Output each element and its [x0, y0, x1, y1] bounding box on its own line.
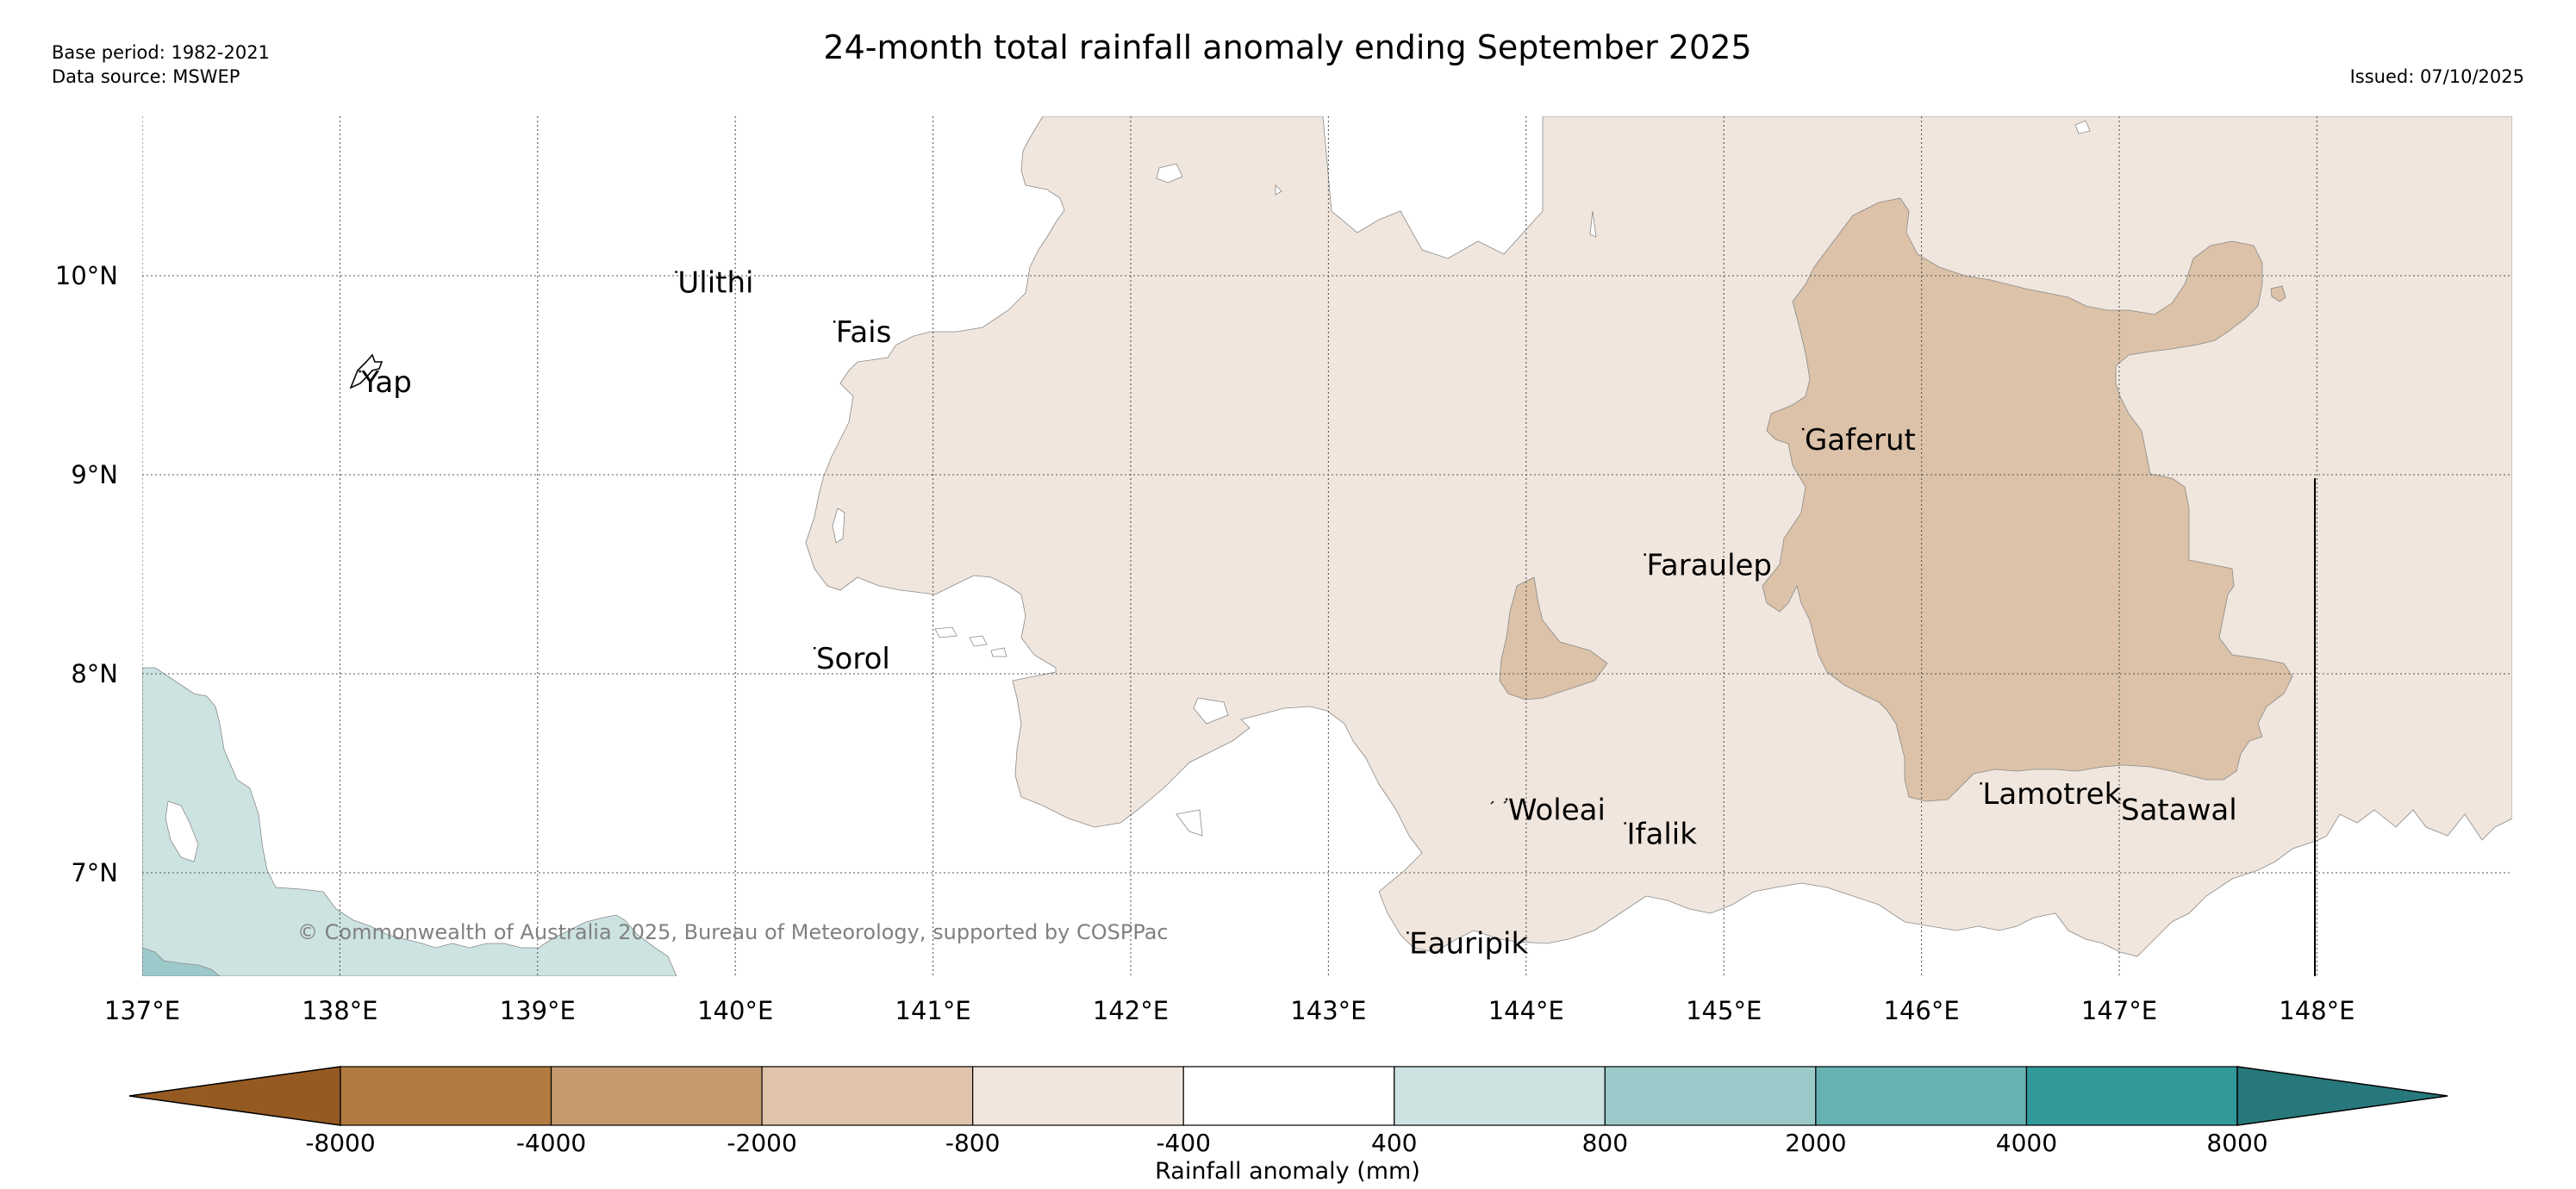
place-label-ifalik: Ifalik: [1627, 817, 1698, 851]
place-label-satawal: Satawal: [2121, 794, 2237, 828]
issued-date: Issued: 07/10/2025: [2350, 66, 2524, 87]
longitude-tick-label: 142°E: [1093, 996, 1169, 1025]
yap-island-outline: [349, 353, 384, 389]
neutral-patch: [1589, 210, 1597, 238]
longitude-tick-label: 141°E: [895, 996, 971, 1025]
anomaly-region-wet-light: [142, 667, 677, 976]
place-label-eauripik: Eauripik: [1409, 926, 1528, 961]
colorbar-tick-label: 400: [1371, 1129, 1417, 1157]
place-label-lamotrek: Lamotrek: [1982, 777, 2121, 812]
place-marker: [1644, 553, 1646, 556]
atoll-mark: [1490, 800, 1507, 805]
anomaly-region-dry-mid: [1762, 197, 2293, 802]
longitude-tick-label: 138°E: [302, 996, 377, 1025]
longitude-tick-label: 145°E: [1686, 996, 1762, 1025]
latitude-tick-label: 7°N: [71, 858, 118, 887]
neutral-patch: [1193, 697, 1229, 725]
latitude-labels: 10°N 9°N 8°N 7°N: [55, 261, 118, 887]
place-label-ulithi: Ulithi: [677, 265, 753, 300]
place-marker: [2118, 798, 2121, 801]
colorbar-tick-label: -800: [945, 1129, 1001, 1157]
place-marker: [1407, 931, 1409, 934]
place-marker: [1624, 822, 1626, 825]
latitude-tick-label: 10°N: [55, 261, 118, 290]
place-marker: [1980, 782, 1982, 785]
colorbar-extend-high: [2236, 1066, 2448, 1126]
map-title: 24-month total rainfall anomaly ending S…: [823, 28, 1751, 66]
longitude-tick-label: 143°E: [1290, 996, 1366, 1025]
colorbar-segment: [761, 1066, 974, 1126]
place-marker: [813, 646, 816, 650]
colorbar: [128, 1066, 2448, 1126]
colorbar-tick-label: 4000: [1996, 1129, 2057, 1157]
latitude-tick-label: 8°N: [71, 659, 118, 688]
longitude-tick-label: 148°E: [2279, 996, 2355, 1025]
neutral-patch: [832, 507, 845, 544]
colorbar-tick-label: -2000: [727, 1129, 796, 1157]
place-label-yap: Yap: [360, 365, 412, 400]
base-period-note: Base period: 1982-2021: [52, 42, 270, 63]
place-marker: [833, 321, 836, 323]
place-marker: [359, 370, 361, 373]
colorbar-tick-labels: -8000 -4000 -2000 -800 -400 400 800 2000 4000 800…: [305, 1129, 2267, 1157]
neutral-patch: [1176, 809, 1203, 837]
colorbar-segment: [1604, 1066, 1817, 1126]
graticule: [142, 116, 2512, 976]
place-label-gaferut: Gaferut: [1805, 423, 1916, 458]
longitude-tick-label: 147°E: [2081, 996, 2157, 1025]
place-labels: Yap Ulithi Fais Sorol Gaferut Faraulep Woleai I…: [359, 265, 2237, 961]
longitude-tick-label: 146°E: [1884, 996, 1960, 1025]
neutral-patch: [1275, 184, 1282, 196]
anomaly-region-wet-mid: [142, 947, 221, 976]
colorbar-segment: [340, 1066, 552, 1126]
colorbar-title: Rainfall anomaly (mm): [1155, 1158, 1420, 1185]
longitude-tick-label: 140°E: [697, 996, 773, 1025]
longitude-tick-label: 139°E: [500, 996, 576, 1025]
place-label-woleai: Woleai: [1508, 794, 1606, 828]
neutral-patch: [934, 626, 957, 638]
colorbar-segment: [2025, 1066, 2238, 1126]
data-source-note: Data source: MSWEP: [52, 66, 240, 87]
neutral-patch: [990, 647, 1007, 657]
colorbar-extend-low: [128, 1066, 341, 1126]
map-panel: [142, 116, 2512, 976]
neutral-patch: [2074, 120, 2091, 134]
colorbar-tick-label: 8000: [2206, 1129, 2267, 1157]
neutral-patch: [165, 800, 199, 862]
latitude-tick-label: 9°N: [71, 460, 118, 489]
place-label-sorol: Sorol: [816, 642, 890, 676]
colorbar-tick-label: -8000: [305, 1129, 375, 1157]
colorbar-tick-label: 800: [1582, 1129, 1628, 1157]
anomaly-region-dry-mid: [2270, 285, 2286, 302]
neutral-patch: [1156, 163, 1183, 184]
place-marker: [675, 271, 677, 273]
colorbar-segment: [1394, 1066, 1606, 1126]
longitude-tick-label: 144°E: [1488, 996, 1564, 1025]
colorbar-segment: [972, 1066, 1184, 1126]
longitude-labels: 137°E 138°E 139°E 140°E 141°E 142°E 143°E 144°E…: [104, 996, 2355, 1025]
place-marker: [1505, 798, 1508, 801]
copyright-text: © Commonwealth of Australia 2025, Bureau…: [297, 920, 1169, 944]
colorbar-tick-label: 2000: [1785, 1129, 1846, 1157]
colorbar-segment: [1182, 1066, 1395, 1126]
colorbar-tick-label: -4000: [516, 1129, 586, 1157]
place-label-fais: Fais: [836, 315, 891, 350]
colorbar-tick-label: -400: [1156, 1129, 1211, 1157]
place-label-faraulep: Faraulep: [1646, 548, 1772, 582]
place-marker: [1801, 427, 1805, 431]
longitude-tick-label: 137°E: [104, 996, 180, 1025]
colorbar-segment: [1815, 1066, 2028, 1126]
colorbar-segment: [550, 1066, 763, 1126]
neutral-patch: [969, 635, 988, 647]
